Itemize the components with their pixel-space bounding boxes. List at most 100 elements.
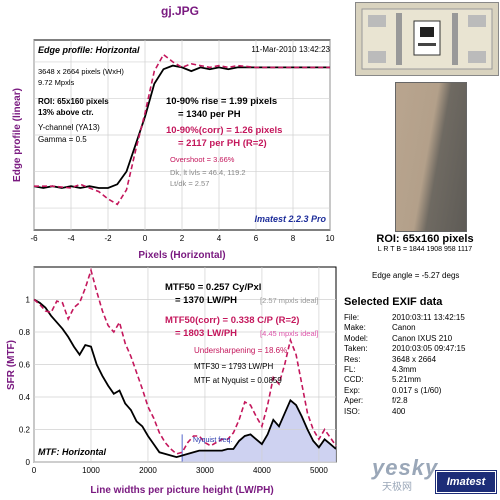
x-tick-label: 3000 (196, 466, 214, 475)
edge-ltdk: Lt/dk = 2.57 (170, 179, 209, 188)
exif-value: 2010:03:05 09:47:15 (392, 344, 466, 354)
roi-coords: L R T B = 1844 1908 958 1117 (377, 246, 473, 253)
exif-value: 0.017 s (1/60) (392, 385, 442, 395)
exif-key: Model: (344, 333, 369, 343)
mtf-nyquist-region (181, 400, 336, 462)
exif-row-taken: Taken: 2010:03:05 09:47:15 (344, 344, 465, 354)
exif-key: Res: (344, 354, 361, 364)
roi-title: ROI: 65x160 pixels (376, 233, 474, 245)
mtf-chart: 0 1000 2000 3000 4000 5000 0 0.2 0.4 0.6 0.8 1 MTF5… (6, 266, 337, 496)
mtf50-lwph: = 1370 LW/PH (175, 295, 237, 306)
edge-ylabel: Edge profile (linear) (12, 88, 23, 182)
nyquist-label: Nyquist freq. (193, 437, 232, 444)
exif-key: Aper: (344, 396, 364, 406)
series-line-1 (34, 53, 330, 206)
exif-key: FL: (344, 365, 356, 375)
x-tick-label: 5000 (310, 466, 328, 475)
edge-pct: 13% above ctr. (38, 108, 94, 117)
y-tick-label: 1 (26, 296, 31, 305)
exif-value: 4.3mm (392, 365, 417, 375)
exif-row-exp: Exp: 0.017 s (1/60) (344, 386, 465, 396)
exif-key: File: (344, 313, 360, 322)
exif-row-model: Model: Canon IXUS 210 (344, 334, 465, 344)
x-tick-label: 6 (254, 234, 259, 243)
x-tick-label: 10 (326, 234, 335, 243)
exif-row-fl: FL: 4.3mm (344, 365, 465, 375)
mtf50-corr-ideal: [4.45 mpxls ideal] (260, 329, 318, 338)
x-tick-label: 2000 (139, 466, 157, 475)
edge-corr: 10-90%(corr) = 1.26 pixels (166, 125, 282, 136)
edge-corr-ph: = 2117 per PH (R=2) (178, 138, 267, 149)
series-line-0 (33, 298, 337, 459)
edge-rise: 10-90% rise = 1.99 pixels (166, 96, 277, 107)
edge-date: 11-Mar-2010 13:42:23 (251, 45, 330, 54)
exif-key: CCD: (344, 375, 364, 385)
mtf30-value: MTF30 = 1793 LW/PH (194, 362, 273, 371)
mtf-undersharpening: Undersharpening = 18.6% (194, 346, 287, 355)
edge-xlabel: Pixels (Horizontal) (138, 250, 225, 261)
series-line-1 (33, 267, 337, 455)
x-tick-label: 8 (291, 234, 296, 243)
edge-ychannel: Y-channel (YA13) (38, 123, 100, 132)
mtf-chart-title: MTF: Horizontal (38, 447, 106, 457)
exif-row-res: Res: 3648 x 2664 (344, 355, 465, 365)
x-tick-label: 0 (32, 466, 37, 475)
y-tick-label: 0.2 (19, 426, 31, 435)
exif-key: Make: (344, 323, 366, 333)
x-tick-label: 4000 (253, 466, 271, 475)
mtf-ylabel: SFR (MTF) (6, 340, 17, 390)
x-tick-label: -2 (104, 234, 112, 243)
edge-version: Imatest 2.2.3 Pro (254, 214, 326, 224)
exif-key: ISO: (344, 406, 361, 416)
test-chart-thumbnail (355, 2, 499, 76)
edge-profile-chart: -6 -4 -2 0 2 4 6 8 10 Edge profile: Horizontal 1… (12, 39, 335, 261)
nyquist-fill (182, 400, 336, 462)
exif-value: 5.21mm (392, 375, 421, 385)
exif-value: Canon (392, 323, 416, 333)
exif-value: Canon IXUS 210 (392, 333, 453, 343)
imatest-logo: Imatest (436, 471, 496, 493)
edge-series (33, 53, 330, 206)
exif-value: 3648 x 2664 (392, 354, 437, 364)
edge-mpxls: 9.72 Mpxls (38, 78, 75, 87)
exif-value: 400 (392, 406, 406, 416)
edge-overshoot: Overshoot = 3.66% (170, 155, 235, 164)
edge-chart-title: Edge profile: Horizontal (38, 45, 140, 55)
edge-dk: Dk, lt lvls = 46.4, 119.2 (170, 168, 246, 177)
mtf50-corr: MTF50(corr) = 0.338 C/P (R=2) (165, 315, 299, 326)
exif-row-aper: Aper: f/2.8 (344, 396, 465, 406)
x-tick-label: 2 (180, 234, 185, 243)
y-tick-label: 0.4 (19, 393, 31, 402)
imatest-logo-text: Imatest (446, 476, 486, 488)
edge-roi: ROI: 65x160 pixels (38, 97, 109, 106)
roi-image (395, 82, 467, 232)
x-tick-label: 4 (217, 234, 222, 243)
exif-title: Selected EXIF data (344, 296, 443, 308)
mtf50-corr-lwph: = 1803 LW/PH (175, 328, 237, 339)
x-tick-label: 1000 (82, 466, 100, 475)
exif-row-file: File: 2010:03:11 13:42:15 (344, 313, 465, 323)
edge-gamma: Gamma = 0.5 (38, 135, 87, 144)
exif-row-ccd: CCD: 5.21mm (344, 375, 465, 385)
mtf-nyquist-value: MTF at Nyquist = 0.0859 (194, 376, 282, 385)
exif-list: File: 2010:03:11 13:42:15 Make: Canon Mode… (344, 313, 465, 417)
exif-key: Exp: (344, 385, 361, 395)
exif-value: 2010:03:11 13:42:15 (392, 313, 465, 322)
edge-angle: Edge angle = -5.27 degs (372, 271, 460, 280)
yesky-sub-watermark: 天极网 (382, 482, 412, 493)
mtf-tick-labels: 0 1000 2000 3000 4000 5000 0 0.2 0.4 0.6 0.8 1 (19, 296, 328, 476)
x-tick-label: -4 (67, 234, 75, 243)
y-tick-label: 0 (26, 458, 31, 467)
yesky-watermark: yesky (372, 455, 439, 480)
exif-key: Taken: (344, 344, 368, 354)
exif-row-iso: ISO: 400 (344, 407, 465, 417)
exif-value: f/2.8 (392, 396, 408, 406)
edge-grid (33, 40, 331, 230)
edge-rise-ph: = 1340 per PH (178, 109, 241, 120)
mtf50-ideal: [2.57 mpxls ideal] (260, 296, 318, 305)
x-tick-label: 0 (143, 234, 148, 243)
file-title: gj.JPG (160, 4, 199, 18)
mtf-series (33, 267, 337, 459)
mtf50-value: MTF50 = 0.257 Cy/Pxl (165, 282, 261, 293)
edge-size: 3648 x 2664 pixels (WxH) (38, 67, 124, 76)
